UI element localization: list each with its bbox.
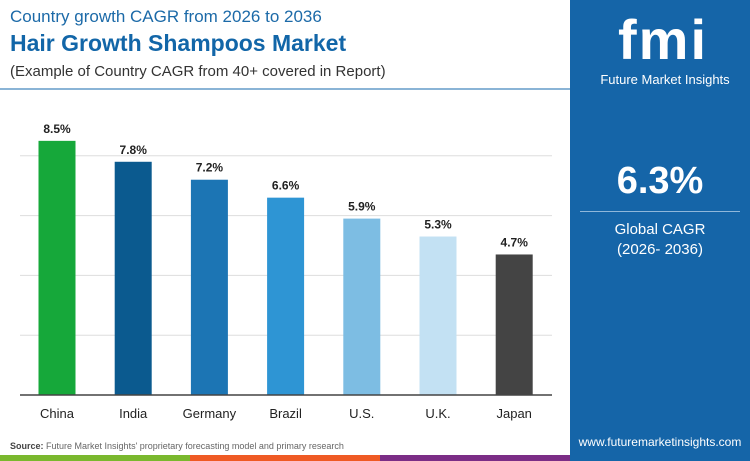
x-tick-label: India — [119, 406, 148, 421]
data-label: 7.2% — [196, 161, 224, 175]
bar-india — [114, 161, 152, 395]
bar-us — [343, 218, 381, 395]
x-tick-label: U.K. — [425, 406, 450, 421]
data-label: 7.8% — [120, 143, 148, 157]
bar-chart: 8.5% China 7.8% India 7.2% Germany 6.6% Brazil 5… — [20, 122, 552, 421]
data-label: 4.7% — [501, 235, 529, 249]
data-label: 6.6% — [272, 179, 300, 193]
chart-title: Hair Growth Shampoos Market — [10, 30, 347, 56]
brand-name: Future Market Insights — [600, 72, 730, 87]
global-cagr-period: (2026- 2036) — [617, 241, 703, 258]
global-cagr-value: 6.3% — [616, 160, 704, 202]
bar-brazil — [267, 197, 305, 395]
source-note: Source: Future Market Insights' propriet… — [10, 441, 344, 451]
bar-china — [38, 140, 76, 395]
header-divider — [0, 88, 570, 90]
source-label: Source: — [10, 441, 44, 451]
chart-note: (Example of Country CAGR from 40+ covere… — [10, 63, 386, 80]
stripe-orange — [190, 455, 380, 461]
source-text: Future Market Insights' proprietary fore… — [46, 441, 344, 451]
x-tick-label: U.S. — [349, 406, 374, 421]
data-label: 8.5% — [43, 122, 71, 136]
chart-subtitle: Country growth CAGR from 2026 to 2036 — [10, 7, 322, 26]
data-label: 5.9% — [348, 200, 376, 214]
sidebar-panel — [570, 0, 750, 461]
x-tick-label: Japan — [496, 406, 531, 421]
website-link[interactable]: www.futuremarketinsights.com — [578, 435, 742, 449]
bar-uk — [419, 236, 457, 395]
x-tick-label: China — [40, 406, 75, 421]
fmi-logo: fmi — [598, 10, 728, 70]
global-cagr-label: Global CAGR (2026- 2036) — [570, 220, 750, 260]
bar-germany — [190, 179, 228, 395]
data-label: 5.3% — [424, 218, 452, 232]
x-tick-label: Brazil — [269, 406, 302, 421]
bar-japan — [495, 254, 533, 395]
global-cagr-text: Global CAGR — [614, 221, 706, 238]
stripe-green — [0, 455, 190, 461]
stripe-purple — [380, 455, 570, 461]
x-tick-label: Germany — [183, 406, 237, 421]
sidebar-divider — [580, 211, 740, 212]
